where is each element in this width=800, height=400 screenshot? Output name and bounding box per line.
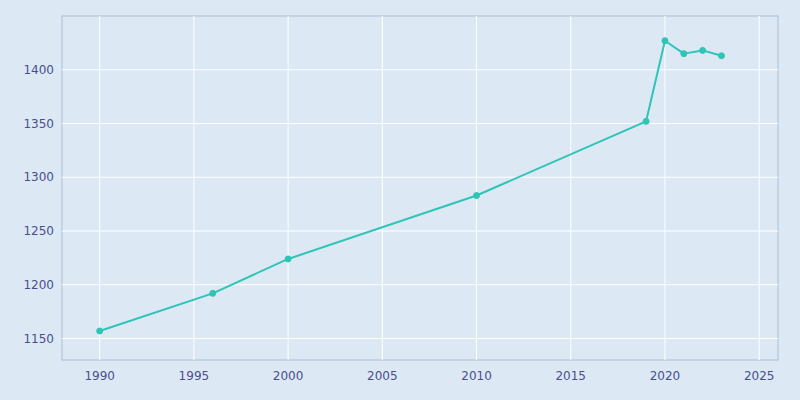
- x-grid-line: [193, 16, 194, 360]
- y-tick-label: 1350: [23, 117, 54, 131]
- y-tick-label: 1250: [23, 224, 54, 238]
- point: [718, 53, 724, 59]
- axes: 1990 1995 2000 2005 2010 2015 2020 2025 1150 1200…: [23, 63, 774, 383]
- y-grid-line: [62, 177, 778, 178]
- x-tick-label: 2000: [273, 369, 304, 383]
- y-tick-label: 1400: [23, 63, 54, 77]
- y-grid-line: [62, 231, 778, 232]
- x-tick-label: 2005: [367, 369, 398, 383]
- y-tick-label: 1200: [23, 278, 54, 292]
- point: [681, 51, 687, 57]
- line: [100, 41, 722, 331]
- x-tick-label: 1995: [179, 369, 210, 383]
- x-grid-line: [570, 16, 571, 360]
- x-tick-label: 2015: [555, 369, 586, 383]
- x-tick-label: 2025: [744, 369, 775, 383]
- point: [700, 47, 706, 53]
- x-grid-line: [288, 16, 289, 360]
- x-grid-line: [476, 16, 477, 360]
- data-layer: [97, 38, 725, 334]
- x-grid-line: [382, 16, 383, 360]
- chart-container: 1990 1995 2000 2005 2010 2015 2020 2025 1150 1200…: [0, 0, 800, 400]
- x-grid-line: [664, 16, 665, 360]
- plot-frame: [62, 16, 778, 360]
- y-grid-line: [62, 69, 778, 70]
- x-tick-label: 1990: [84, 369, 115, 383]
- x-grid-line: [759, 16, 760, 360]
- grid: [62, 16, 778, 360]
- y-tick-label: 1150: [23, 332, 54, 346]
- y-grid-line: [62, 284, 778, 285]
- point: [643, 118, 649, 124]
- chart-svg: 1990 1995 2000 2005 2010 2015 2020 2025 1150 1200…: [0, 0, 800, 400]
- point: [474, 193, 480, 199]
- x-tick-label: 2020: [650, 369, 681, 383]
- point: [210, 290, 216, 296]
- point: [285, 256, 291, 262]
- point: [97, 328, 103, 334]
- point: [662, 38, 668, 44]
- y-grid-line: [62, 123, 778, 124]
- y-grid-line: [62, 338, 778, 339]
- y-tick-label: 1300: [23, 170, 54, 184]
- x-grid-line: [99, 16, 100, 360]
- x-tick-label: 2010: [461, 369, 492, 383]
